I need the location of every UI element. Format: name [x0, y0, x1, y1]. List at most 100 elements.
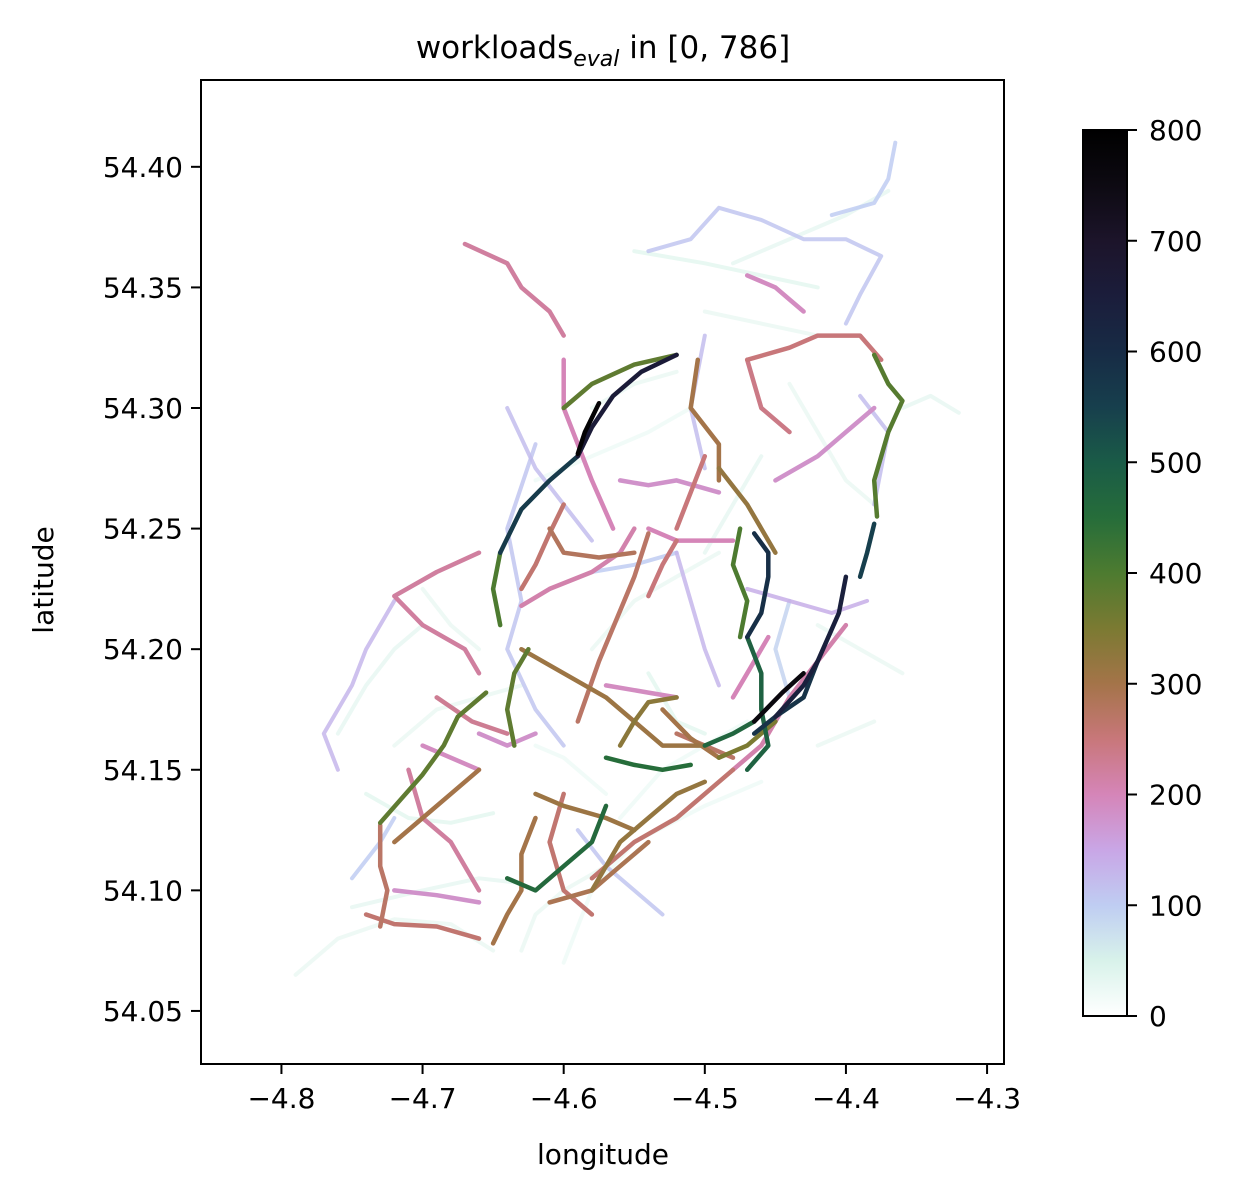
road-segment — [617, 478, 722, 495]
road-segment — [773, 405, 877, 483]
x-tick-label: −4.5 — [671, 1082, 739, 1115]
road-segment — [900, 393, 961, 415]
road-segment — [646, 205, 884, 326]
road-segment — [617, 695, 679, 748]
road-segment — [547, 526, 637, 560]
road-segment — [392, 683, 524, 748]
road-segment — [575, 352, 679, 459]
road-segment — [744, 357, 792, 435]
y-tick-label: 54.25 — [103, 513, 183, 546]
road-segment — [744, 634, 771, 773]
road-segment — [702, 719, 757, 748]
road-segment — [392, 550, 482, 676]
x-axis-label: longitude — [537, 1138, 669, 1171]
road-segment — [490, 815, 538, 946]
road-segment — [364, 791, 496, 825]
y-axis: 54.05 54.10 54.15 54.20 54.25 54.30 54.35 54.40 — [103, 151, 201, 1028]
road-segment — [497, 453, 581, 555]
y-tick-label: 54.30 — [103, 392, 183, 425]
colorbar-tick-label: 500 — [1149, 446, 1202, 479]
road-segments — [293, 140, 961, 977]
road-segment — [533, 791, 637, 833]
road-segment — [773, 574, 849, 719]
title-suffix: in [0, 786] — [619, 30, 790, 66]
road-segment — [730, 622, 849, 773]
road-segment — [815, 719, 877, 748]
road-segment — [462, 241, 566, 338]
title-main: workloads — [416, 30, 573, 66]
road-segment — [519, 526, 637, 609]
road-segment — [744, 333, 884, 363]
colorbar-tick-label: 800 — [1149, 114, 1202, 147]
road-segment — [476, 731, 538, 748]
colorbar-tick-label: 200 — [1149, 779, 1202, 812]
y-tick-label: 54.20 — [103, 633, 183, 666]
road-segment — [773, 598, 792, 700]
road-segment — [406, 767, 482, 893]
title-subscript: eval — [573, 47, 619, 72]
road-segment — [533, 743, 608, 796]
road-segment — [392, 888, 482, 905]
road-segment — [871, 352, 905, 519]
road-segment — [377, 690, 489, 826]
chart-title: workloadseval in [0, 786] — [416, 30, 790, 72]
colorbar-tick-label: 100 — [1149, 889, 1202, 922]
x-axis: −4.8 −4.7 −4.6 −4.5 −4.4 −4.3 — [247, 1064, 1021, 1115]
road-segment — [505, 406, 594, 543]
plot-frame — [200, 79, 1005, 1065]
road-segment — [547, 839, 651, 905]
road-segment — [618, 719, 750, 820]
road-segment — [632, 249, 820, 290]
road-segment — [589, 550, 679, 574]
road-segment — [787, 381, 877, 507]
road-segment — [674, 550, 721, 688]
x-tick-label: −4.7 — [389, 1082, 457, 1115]
road-segment — [730, 634, 771, 700]
road-segment — [744, 531, 771, 640]
x-tick-label: −4.4 — [812, 1082, 880, 1115]
road-segment — [420, 586, 481, 652]
road-segment — [603, 755, 693, 773]
road-segment — [829, 140, 898, 218]
x-tick-label: −4.8 — [247, 1082, 315, 1115]
y-tick-label: 54.15 — [103, 754, 183, 787]
road-segment — [377, 822, 390, 929]
road-segment — [561, 352, 679, 411]
y-tick-label: 54.05 — [103, 995, 183, 1028]
road-segment — [504, 803, 609, 893]
road-segment — [751, 658, 820, 736]
road-segment — [745, 586, 870, 615]
road-segment — [519, 646, 708, 748]
road-segment — [702, 454, 764, 555]
road-segment — [660, 707, 722, 760]
colorbar-tick-label: 300 — [1149, 668, 1202, 701]
road-segment — [702, 309, 820, 338]
colorbar-tick-label: 400 — [1149, 557, 1202, 590]
road-segment — [519, 502, 566, 592]
colorbar — [1082, 129, 1128, 1017]
road-segment — [603, 683, 679, 700]
road-segment — [505, 442, 566, 748]
colorbar-tick-label: 600 — [1149, 336, 1202, 369]
colorbar-ticks: 0 100 200 300 400 500 600 700 800 — [1127, 114, 1202, 1033]
road-segment — [547, 791, 595, 917]
road-segment — [420, 743, 482, 773]
road-segment — [575, 828, 665, 917]
colorbar-tick-label: 700 — [1149, 225, 1202, 258]
road-segment — [321, 598, 397, 772]
road-segment — [744, 273, 806, 314]
road-segment — [575, 400, 602, 457]
road-segment — [646, 538, 679, 599]
road-segment — [490, 550, 503, 628]
road-segment — [392, 767, 482, 845]
road-segment — [434, 695, 510, 736]
road-segment — [688, 357, 722, 483]
road-segment — [589, 767, 736, 881]
x-tick-label: −4.3 — [953, 1082, 1021, 1115]
y-axis-label: latitude — [27, 526, 60, 633]
y-tick-label: 54.35 — [103, 271, 183, 304]
road-segment — [751, 671, 806, 724]
x-tick-label: −4.6 — [530, 1082, 598, 1115]
road-segment — [589, 779, 708, 893]
